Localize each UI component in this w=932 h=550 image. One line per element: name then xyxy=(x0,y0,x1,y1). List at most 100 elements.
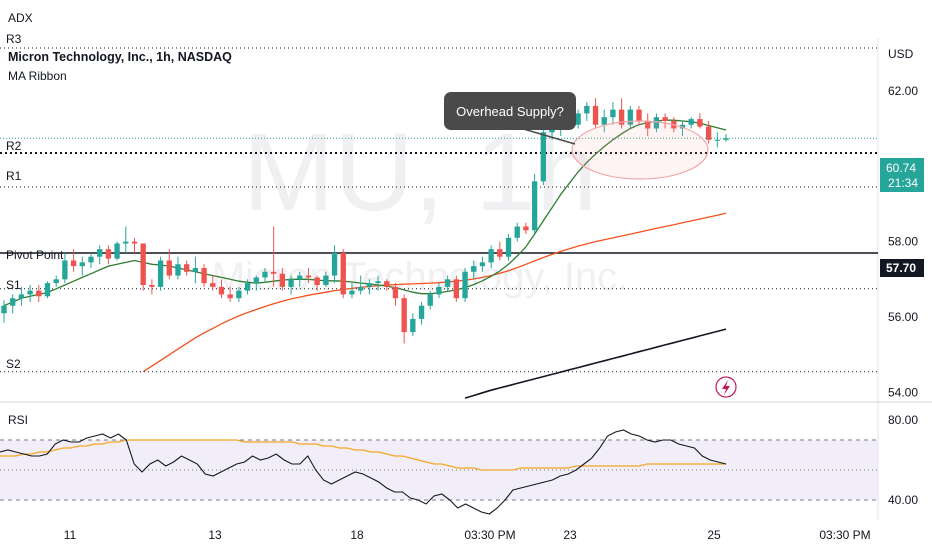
candle xyxy=(210,275,216,291)
candle xyxy=(514,222,520,242)
candle-body xyxy=(479,262,486,267)
candle xyxy=(131,237,138,253)
candles[interactable] xyxy=(1,98,729,344)
candle-body xyxy=(723,138,729,140)
candle xyxy=(323,271,329,287)
candle xyxy=(714,132,720,148)
adx-label: ADX xyxy=(8,11,33,25)
price-tick-label: 58.00 xyxy=(888,235,918,249)
candle-body xyxy=(175,264,181,276)
pivot-price-tag xyxy=(880,259,924,277)
callout[interactable]: Overhead Supply? xyxy=(444,92,576,145)
candle-body xyxy=(297,275,303,280)
candle-body xyxy=(210,283,216,287)
bar-countdown: 21:34 xyxy=(888,176,918,190)
pivot-label-s1: S1 xyxy=(6,278,21,292)
candle xyxy=(610,102,616,125)
candle xyxy=(18,286,25,306)
candle xyxy=(192,256,199,284)
symbol-title[interactable]: Micron Technology, Inc., 1h, NASDAQ xyxy=(8,50,232,64)
candle-body xyxy=(70,260,77,267)
candle-body xyxy=(436,286,442,295)
candle xyxy=(575,109,581,129)
candle xyxy=(601,109,607,133)
candle xyxy=(227,286,233,302)
rsi-tick-label: 80.00 xyxy=(888,413,918,427)
candle xyxy=(531,173,538,235)
candle-body xyxy=(36,290,42,297)
candle xyxy=(53,275,59,287)
candle xyxy=(105,245,112,265)
candle xyxy=(462,268,468,302)
candle xyxy=(166,249,172,280)
pivot-label-s2: S2 xyxy=(6,357,21,371)
candle xyxy=(653,113,660,133)
candle-body xyxy=(549,128,555,133)
candle-body xyxy=(601,117,607,125)
pivot-lines xyxy=(0,47,878,373)
candle xyxy=(384,279,390,291)
candle xyxy=(79,256,85,276)
candle xyxy=(62,252,68,284)
candle-body xyxy=(653,117,660,129)
candle-body xyxy=(636,109,642,121)
candle-body xyxy=(375,281,381,284)
rsi-label[interactable]: RSI xyxy=(8,413,28,427)
candle xyxy=(140,243,146,291)
candle-body xyxy=(305,275,312,278)
candle-body xyxy=(62,260,68,280)
candle xyxy=(88,252,94,269)
candle xyxy=(505,234,512,261)
candle-body xyxy=(697,119,703,127)
candle xyxy=(662,113,668,129)
supply-zone-ellipse[interactable] xyxy=(571,120,709,180)
candle xyxy=(218,279,225,299)
candle-body xyxy=(340,252,346,295)
rsi-pane[interactable] xyxy=(0,429,878,515)
candle-body xyxy=(610,109,616,118)
indicator-label[interactable]: MA Ribbon xyxy=(8,69,67,83)
candle xyxy=(618,98,625,129)
time-label: 25 xyxy=(707,528,721,542)
candle-body xyxy=(366,283,373,287)
candle xyxy=(70,249,77,272)
pivot-label-pp: Pivot Point xyxy=(6,248,64,262)
candle xyxy=(366,279,373,295)
candle-body xyxy=(349,290,355,295)
time-label: 23 xyxy=(563,528,577,542)
candle-body xyxy=(192,268,199,272)
candle xyxy=(253,275,259,291)
time-axis[interactable]: 11 13 18 03:30 PM 23 25 03:30 PM xyxy=(64,528,871,542)
candle-body xyxy=(253,277,259,284)
candle xyxy=(157,256,164,291)
candle xyxy=(305,268,312,284)
rsi-line xyxy=(0,429,727,515)
candle-body xyxy=(44,283,51,297)
alert-lightning-icon[interactable] xyxy=(715,376,737,398)
candle-body xyxy=(88,256,94,263)
watermark-sub: Micron Technology, Inc. xyxy=(212,255,629,299)
candle-body xyxy=(218,286,225,295)
candle-body xyxy=(618,109,625,125)
ma-long-line xyxy=(464,328,727,399)
candle-body xyxy=(105,249,112,259)
time-label: 18 xyxy=(350,528,364,542)
candle xyxy=(244,279,251,295)
candle-body xyxy=(201,268,207,284)
candle-body xyxy=(679,124,686,129)
candle-body xyxy=(575,113,581,125)
candle xyxy=(288,275,294,295)
candle-body xyxy=(540,132,546,182)
candle-body xyxy=(488,249,494,263)
candle-body xyxy=(288,279,294,287)
candle-body xyxy=(497,249,503,257)
candle-body xyxy=(531,181,538,231)
candle xyxy=(357,275,364,295)
candle-body xyxy=(1,305,7,314)
candle-body xyxy=(314,277,320,285)
rsi-band xyxy=(0,440,878,500)
candle xyxy=(488,245,494,269)
price-tick-label: 54.00 xyxy=(888,385,918,399)
